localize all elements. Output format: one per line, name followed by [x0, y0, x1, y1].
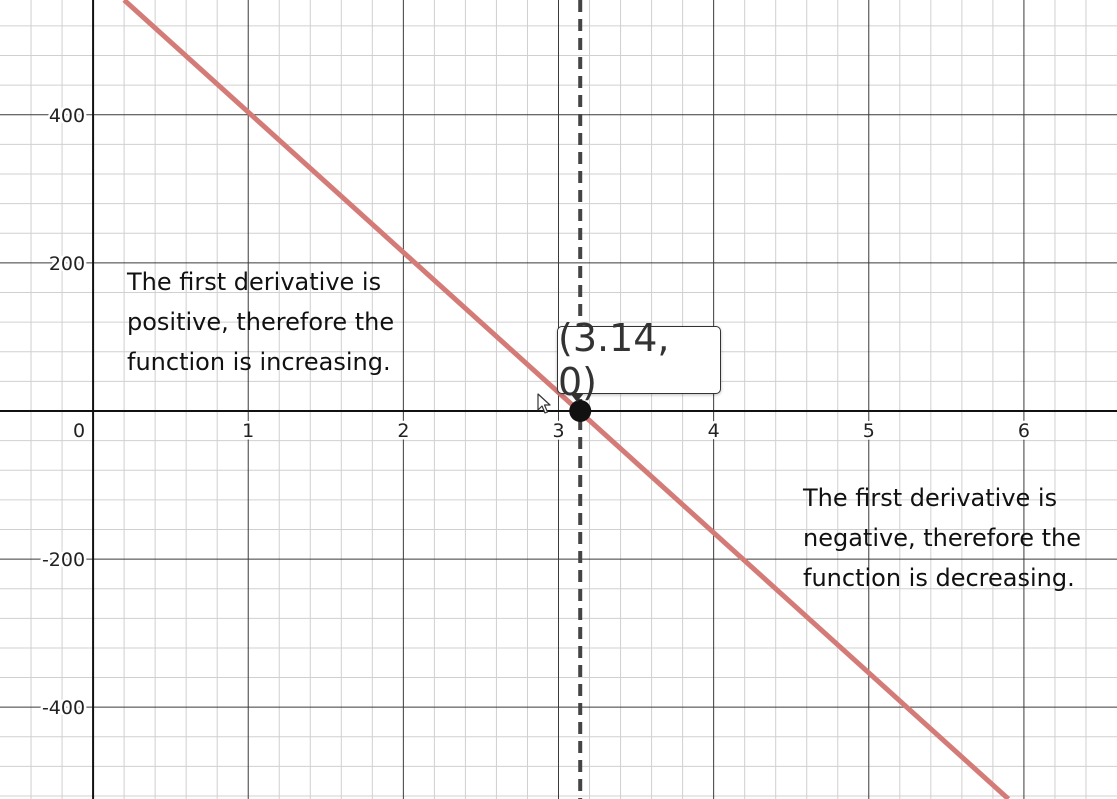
annotation-increasing: The first derivative is positive, theref… [127, 268, 395, 376]
y-tick-label: -200 [42, 549, 85, 571]
tick-labels: 1 2 3 4 5 6 400 200 -200 -400 0 [39, 102, 1032, 721]
x-tick-label: 6 [1018, 420, 1030, 442]
x-tick-label: 4 [708, 420, 720, 442]
y-tick-label: 200 [49, 253, 85, 275]
y-tick-label: -400 [42, 697, 85, 719]
origin-label: 0 [73, 420, 85, 442]
arrow-cursor-icon [537, 393, 551, 414]
point-marker [569, 399, 592, 422]
point-label-pointer [570, 393, 584, 402]
derivative-line [122, 0, 1011, 799]
annotation-decreasing: The first derivative is negative, theref… [803, 484, 1081, 592]
point-label[interactable]: (3.14, 0) [557, 316, 721, 404]
x-tick-label: 5 [863, 420, 875, 442]
x-tick-label: 2 [397, 420, 409, 442]
x-tick-label: 3 [552, 420, 564, 442]
y-tick-label: 400 [49, 105, 85, 127]
x-tick-label: 1 [242, 420, 254, 442]
